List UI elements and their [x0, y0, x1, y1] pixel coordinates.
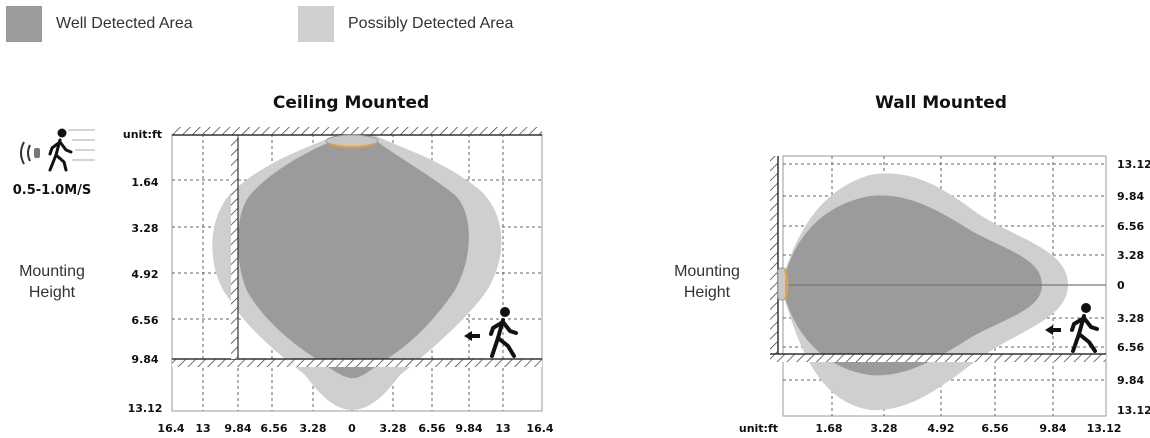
motion-sensor-icon: [20, 129, 95, 165]
wall-y-tick: 6.56: [1117, 220, 1144, 233]
wall-unit-label: unit:ft: [739, 422, 778, 435]
ceiling-y-tick: 3.28: [131, 222, 158, 235]
ceiling-well-area: [237, 140, 469, 379]
ceiling-height-label: Height: [29, 284, 76, 301]
ceiling-y-tick: 1.64: [131, 176, 158, 189]
wall-height-label: Height: [684, 284, 731, 301]
wall-y-tick: 9.84: [1117, 190, 1144, 203]
ceiling-mounting-label: Mounting: [19, 263, 85, 280]
wall-y-tick: 3.28: [1117, 312, 1144, 325]
walking-person-icon: [1070, 303, 1099, 353]
ceiling-x-tick: 3.28: [299, 422, 326, 435]
wall-x-tick: 1.68: [815, 422, 842, 435]
legend-label-well: Well Detected Area: [56, 15, 193, 32]
wall-y-tick: 13.12: [1117, 158, 1150, 171]
wall-mounting-label: Mounting: [674, 263, 740, 280]
wall-y-tick: 13.12: [1117, 404, 1150, 417]
ceiling-x-tick: 13: [495, 422, 510, 435]
wall-sensor-icon: [777, 267, 787, 301]
ceiling-x-tick: 6.56: [418, 422, 445, 435]
arrow-left-icon: [1045, 325, 1061, 335]
ceiling-unit-label: unit:ft: [123, 128, 162, 141]
walking-person-icon: [48, 128, 73, 172]
wall-x-tick: 3.28: [870, 422, 897, 435]
ceiling-x-tick: 9.84: [455, 422, 482, 435]
legend-item-possible: Possibly Detected Area: [298, 6, 513, 42]
legend-label-possible: Possibly Detected Area: [348, 15, 514, 32]
ceiling-x-tick: 16.4: [526, 422, 553, 435]
ceiling-x-tick: 6.56: [260, 422, 287, 435]
wall-x-tick: 9.84: [1039, 422, 1066, 435]
wall-y-tick: 3.28: [1117, 249, 1144, 262]
walking-person-icon: [489, 307, 518, 358]
speed-label: 0.5-1.0M/S: [13, 183, 92, 198]
ceiling-x-tick: 13: [195, 422, 210, 435]
wall-title: Wall Mounted: [875, 93, 1007, 113]
ceiling-y-tick: 13.12: [128, 402, 163, 415]
ceiling-left-wall: [231, 137, 238, 359]
ceiling-x-tick: 0: [348, 422, 356, 435]
arrow-left-icon: [464, 331, 480, 341]
legend-item-well: Well Detected Area: [6, 6, 193, 42]
ceiling-x-tick: 9.84: [224, 422, 251, 435]
ceiling-y-tick: 4.92: [131, 268, 158, 281]
wall-x-tick: 6.56: [981, 422, 1008, 435]
possibly-detected-swatch: [298, 6, 334, 42]
well-detected-swatch: [6, 6, 42, 42]
wall-floor-hatch: [770, 354, 1106, 362]
floor-hatch: [172, 359, 542, 367]
ceiling-x-tick: 16.4: [157, 422, 184, 435]
ceiling-title: Ceiling Mounted: [273, 93, 429, 113]
ceiling-y-tick: 9.84: [131, 353, 158, 366]
wall-y-tick: 9.84: [1117, 374, 1144, 387]
ceiling-y-tick: 6.56: [131, 314, 158, 327]
wall-x-tick: 13.12: [1087, 422, 1122, 435]
wall-y-tick: 6.56: [1117, 341, 1144, 354]
ceiling-x-tick: 3.28: [379, 422, 406, 435]
wall-x-tick: 4.92: [927, 422, 954, 435]
wall-hatch: [770, 156, 778, 354]
wall-y-tick: 0: [1117, 279, 1125, 292]
ceiling-hatch: [172, 127, 542, 135]
